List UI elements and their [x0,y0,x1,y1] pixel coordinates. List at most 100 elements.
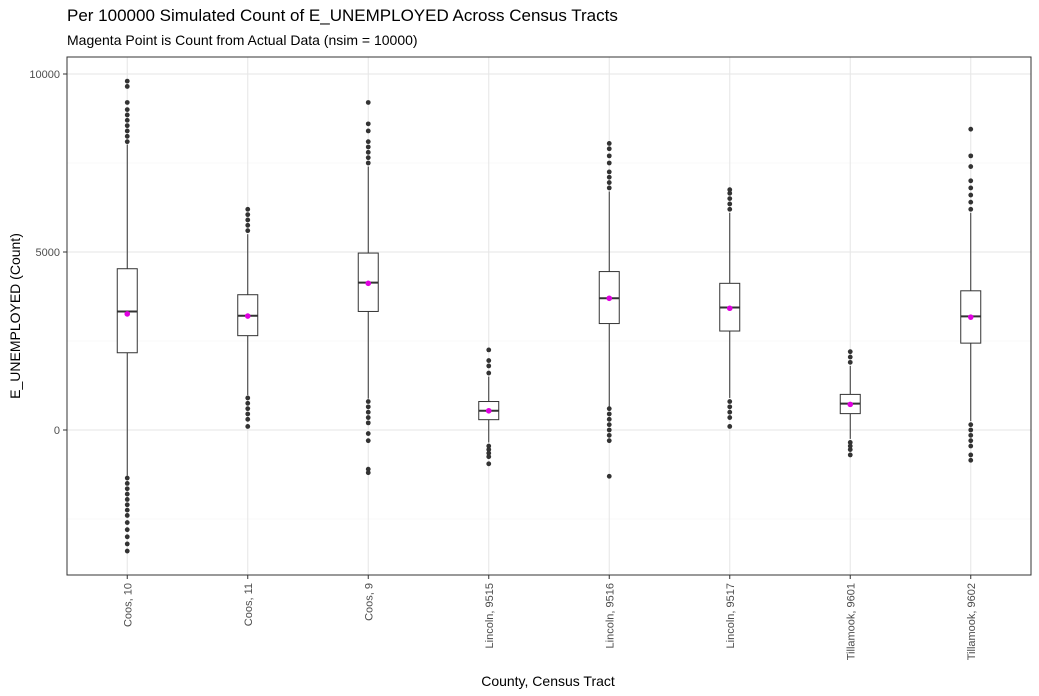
outlier-point [486,347,492,353]
outlier-point [727,190,733,196]
actual-data-point [485,407,492,414]
actual-data-point [365,280,372,287]
outlier-point [124,513,130,518]
outlier-point [124,507,130,513]
outlier-point [486,443,492,449]
outlier-point [486,461,492,467]
outlier-point [124,497,130,502]
y-axis-label: E_UNEMPLOYED (Count) [7,233,23,399]
outlier-point [245,411,251,417]
outlier-point [365,149,371,155]
outlier-point [727,415,733,420]
actual-data-point [124,311,131,317]
outlier-point [968,206,974,212]
outlier-point [124,100,130,105]
outlier-point [606,180,612,185]
outlier-point [365,155,371,161]
outlier-point [727,399,733,404]
outlier-point [124,541,130,547]
box-group [237,206,259,429]
outlier-point [124,527,130,533]
box-group [598,141,620,479]
chart-subtitle: Magenta Point is Count from Actual Data … [67,32,418,48]
outlier-point [124,84,130,89]
outlier-point [968,438,974,444]
actual-data-point [606,295,613,302]
outlier-point [124,548,130,554]
boxes [116,78,982,554]
y-tick-label: 10000 [29,69,60,81]
outlier-point [968,427,974,433]
box-group [960,126,982,463]
outlier-point [727,201,733,207]
outlier-point [968,443,974,449]
outlier-point [847,443,853,449]
outlier-point [486,454,492,460]
x-axis-label: County, Census Tract [481,673,615,689]
y-axis: 0 5000 10000 [29,69,67,437]
outlier-point [968,185,974,191]
outlier-point [847,447,853,452]
outlier-point [606,185,612,191]
outlier-point [968,126,974,132]
outlier-point [124,486,130,492]
outlier-point [124,481,130,486]
outlier-point [365,121,371,127]
outlier-point [727,206,733,212]
box-group [116,78,138,554]
outlier-point [245,206,251,212]
outlier-point [847,354,853,360]
outlier-point [606,438,612,444]
outlier-point [365,415,371,420]
outlier-point [486,370,492,376]
outlier-point [606,432,612,438]
x-tick-label: Coos, 11 [243,583,255,626]
outlier-point [727,409,733,415]
outlier-point [365,139,371,145]
box-group [478,347,500,467]
panel-border [66,56,1032,576]
x-tick-label: Lincoln, 9517 [725,583,737,648]
outlier-point [606,411,612,417]
actual-data-point [967,314,974,320]
y-tick-label: 0 [54,425,60,437]
actual-data-point [244,313,251,319]
outlier-point [124,107,130,112]
x-tick-label: Lincoln, 9516 [604,583,616,648]
outlier-point [124,128,130,134]
outlier-point [365,100,371,105]
outlier-point [847,359,853,365]
outlier-point [245,395,251,401]
outlier-point [606,169,612,175]
outlier-point [968,422,974,428]
outlier-point [245,212,251,218]
outlier-point [847,440,853,445]
outlier-point [124,117,130,123]
box-group [719,187,741,429]
outlier-point [606,422,612,428]
outlier-point [606,427,612,433]
outlier-point [245,406,251,412]
outlier-point [968,432,974,438]
x-axis: Coos, 10 Coos, 11 Coos, 9 Lincoln, 9515 Linc… [122,575,978,660]
outlier-point [245,228,251,234]
x-tick-label: Coos, 10 [122,583,134,627]
outlier-point [365,144,371,150]
outlier-point [486,447,492,452]
x-tick-label: Tillamook, 9602 [966,583,978,660]
outlier-point [606,160,612,166]
outlier-point [968,199,974,205]
outlier-point [365,431,371,436]
outlier-point [968,192,974,198]
y-tick-label: 5000 [36,247,60,259]
x-tick-label: Tillamook, 9601 [845,583,857,660]
outlier-point [124,502,130,508]
outlier-point [727,196,733,202]
outlier-point [365,160,371,166]
x-tick-label: Lincoln, 9515 [484,583,496,648]
outlier-point [245,424,251,429]
chart-title: Per 100000 Simulated Count of E_UNEMPLOY… [67,6,618,25]
outlier-point [486,450,492,456]
box-group [357,100,379,476]
